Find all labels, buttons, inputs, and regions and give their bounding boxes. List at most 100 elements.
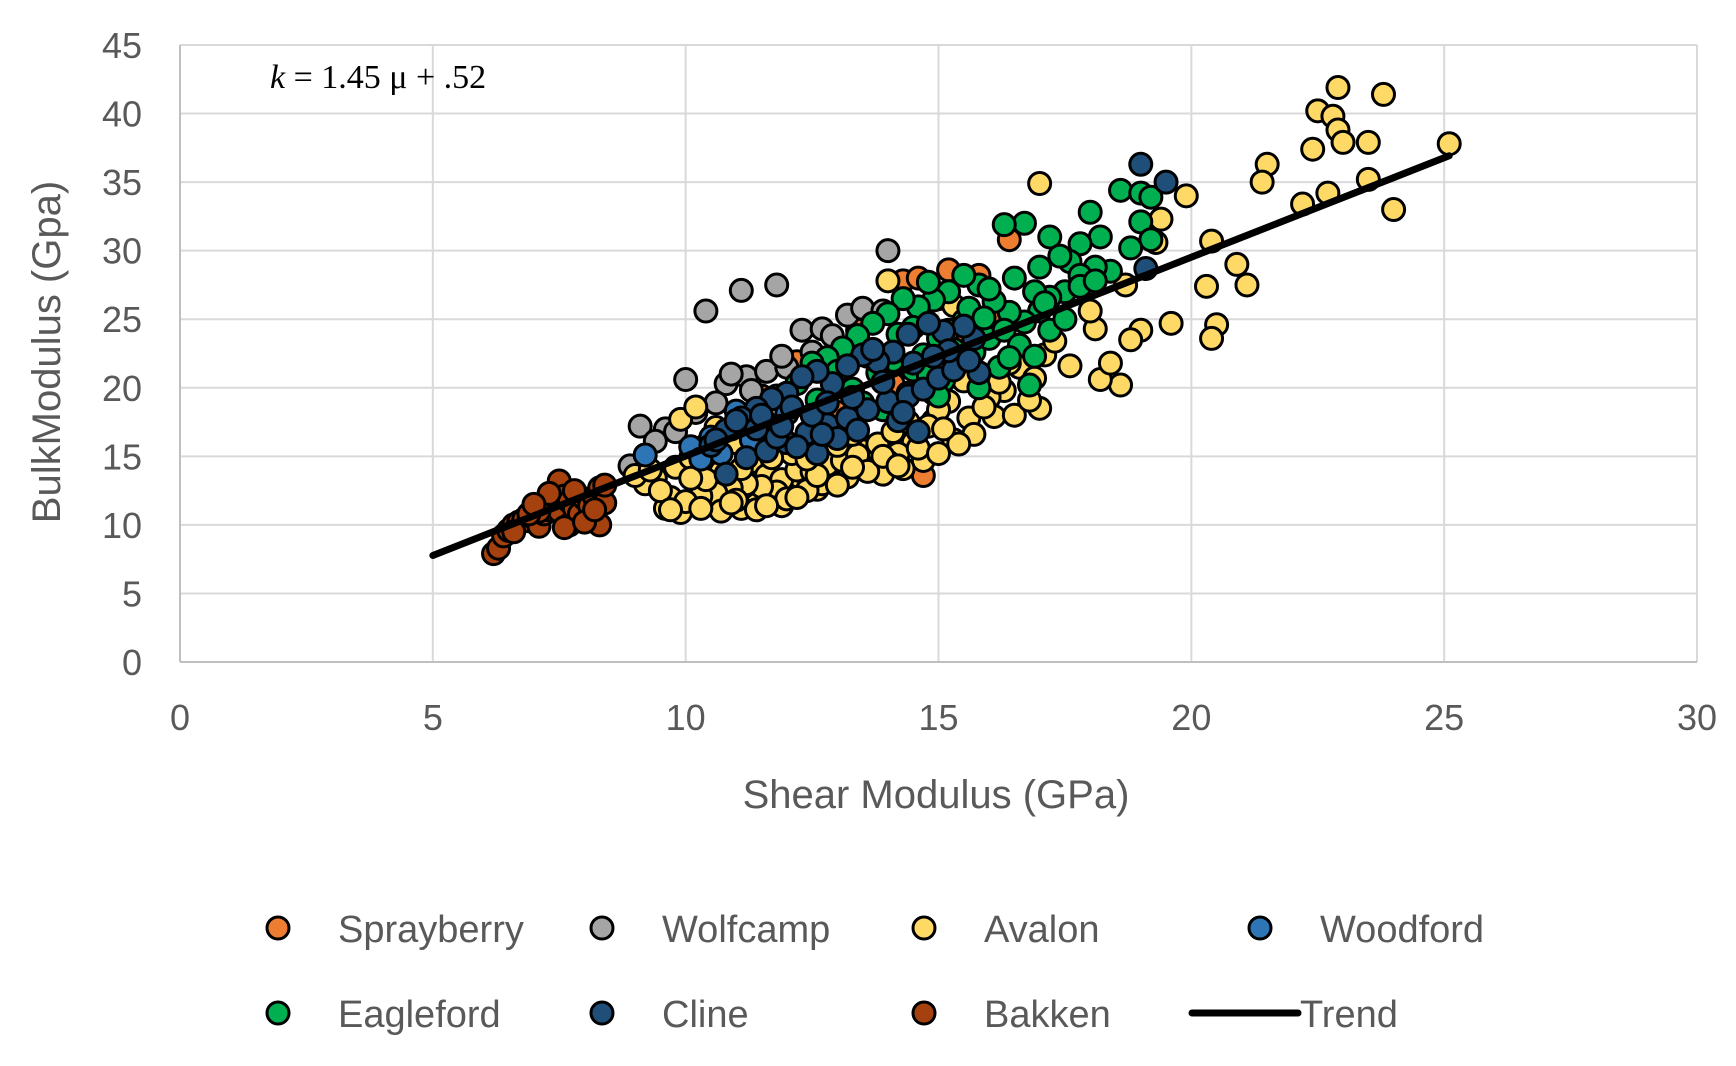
data-point — [723, 408, 749, 434]
data-point — [1118, 235, 1144, 261]
legend-marker — [911, 915, 937, 941]
data-point — [1097, 350, 1123, 376]
data-point — [703, 390, 729, 416]
data-point — [915, 269, 941, 295]
data-point — [718, 361, 744, 387]
data-point — [1249, 169, 1275, 195]
data-point — [840, 454, 866, 480]
data-point — [1027, 254, 1053, 280]
data-point — [647, 478, 673, 504]
data-point — [1022, 343, 1048, 369]
data-point — [1027, 170, 1053, 196]
data-point — [956, 347, 982, 373]
data-point — [890, 399, 916, 425]
y-tick-label: 15 — [102, 436, 142, 477]
x-tick-labels: 0 5 10 15 20 25 30 — [170, 697, 1717, 738]
series-bakken — [481, 468, 618, 567]
data-point — [1138, 184, 1164, 210]
data-point — [1047, 243, 1073, 269]
data-point — [809, 421, 835, 447]
data-point — [1001, 402, 1027, 428]
data-point — [996, 345, 1022, 371]
x-tick-label: 0 — [170, 697, 190, 738]
legend-marker — [265, 915, 291, 941]
data-point — [1436, 131, 1462, 157]
legend-marker — [589, 915, 615, 941]
legend-item-trend: Trend — [1188, 994, 1398, 1036]
data-point — [1355, 129, 1381, 155]
legend-item-cline: Cline — [589, 994, 749, 1036]
data-point — [834, 353, 860, 379]
legend-label: Eagleford — [338, 994, 501, 1036]
data-point — [1087, 224, 1113, 250]
data-point — [905, 419, 931, 445]
legend-item-wolfcamp: Wolfcamp — [589, 909, 830, 951]
data-point — [1325, 75, 1351, 101]
data-point — [784, 484, 810, 510]
y-tick-label: 40 — [102, 94, 142, 135]
y-tick-labels: 0 5 10 15 20 25 30 35 40 45 — [102, 25, 142, 683]
data-point — [693, 298, 719, 324]
equation-text: = 1.45 μ + .52 — [285, 59, 486, 96]
data-point — [683, 394, 709, 420]
legend-label: Cline — [662, 994, 749, 1036]
legend-label: Bakken — [984, 994, 1111, 1036]
data-points — [481, 75, 1462, 567]
data-point — [890, 286, 916, 312]
data-point — [845, 417, 871, 443]
data-point — [1153, 169, 1179, 195]
data-point — [951, 313, 977, 339]
data-point — [632, 442, 658, 468]
data-point — [657, 497, 683, 523]
y-tick-label: 0 — [122, 642, 142, 683]
equation-annotation: k = 1.45 μ + .52 — [270, 59, 486, 96]
data-point — [991, 212, 1017, 238]
data-point — [713, 461, 739, 487]
data-point — [733, 445, 759, 471]
legend-marker — [911, 1000, 937, 1026]
legend: Sprayberry Wolfcamp Avalon Woodford Eaglefor… — [265, 909, 1484, 1036]
data-point — [582, 497, 608, 523]
data-point — [789, 317, 815, 343]
axes — [179, 45, 1697, 663]
equation-variable: k — [270, 59, 286, 96]
data-point — [1128, 151, 1154, 177]
x-tick-label: 15 — [918, 697, 958, 738]
y-tick-label: 25 — [102, 299, 142, 340]
data-point — [1138, 227, 1164, 253]
data-point — [915, 310, 941, 336]
data-point — [1118, 327, 1144, 353]
data-point — [688, 495, 714, 521]
data-point — [627, 413, 653, 439]
legend-label: Woodford — [1320, 909, 1484, 951]
gridlines — [180, 44, 1698, 662]
x-tick-label: 25 — [1424, 697, 1464, 738]
data-point — [1148, 206, 1174, 232]
data-point — [1370, 81, 1396, 107]
data-point — [931, 416, 957, 442]
data-point — [728, 277, 754, 303]
trend-line — [429, 152, 1453, 559]
y-axis-title: BulkModulus (Gpa) — [25, 181, 69, 523]
data-point — [678, 465, 704, 491]
legend-marker — [265, 1000, 291, 1026]
data-point — [951, 262, 977, 288]
data-point — [875, 268, 901, 294]
data-point — [1011, 210, 1037, 236]
data-point — [769, 343, 795, 369]
data-point — [1194, 273, 1220, 299]
data-point — [1001, 265, 1027, 291]
legend-label: Avalon — [984, 909, 1100, 951]
x-tick-label: 5 — [423, 697, 443, 738]
data-point — [895, 321, 921, 347]
y-tick-label: 30 — [102, 231, 142, 272]
legend-item-eagleford: Eagleford — [265, 994, 501, 1036]
data-point — [1199, 325, 1225, 351]
legend-marker — [589, 1000, 615, 1026]
legend-item-avalon: Avalon — [911, 909, 1100, 951]
legend-item-sprayberry: Sprayberry — [265, 909, 524, 951]
trend-line-layer — [429, 152, 1453, 559]
data-point — [976, 276, 1002, 302]
data-point — [789, 364, 815, 390]
